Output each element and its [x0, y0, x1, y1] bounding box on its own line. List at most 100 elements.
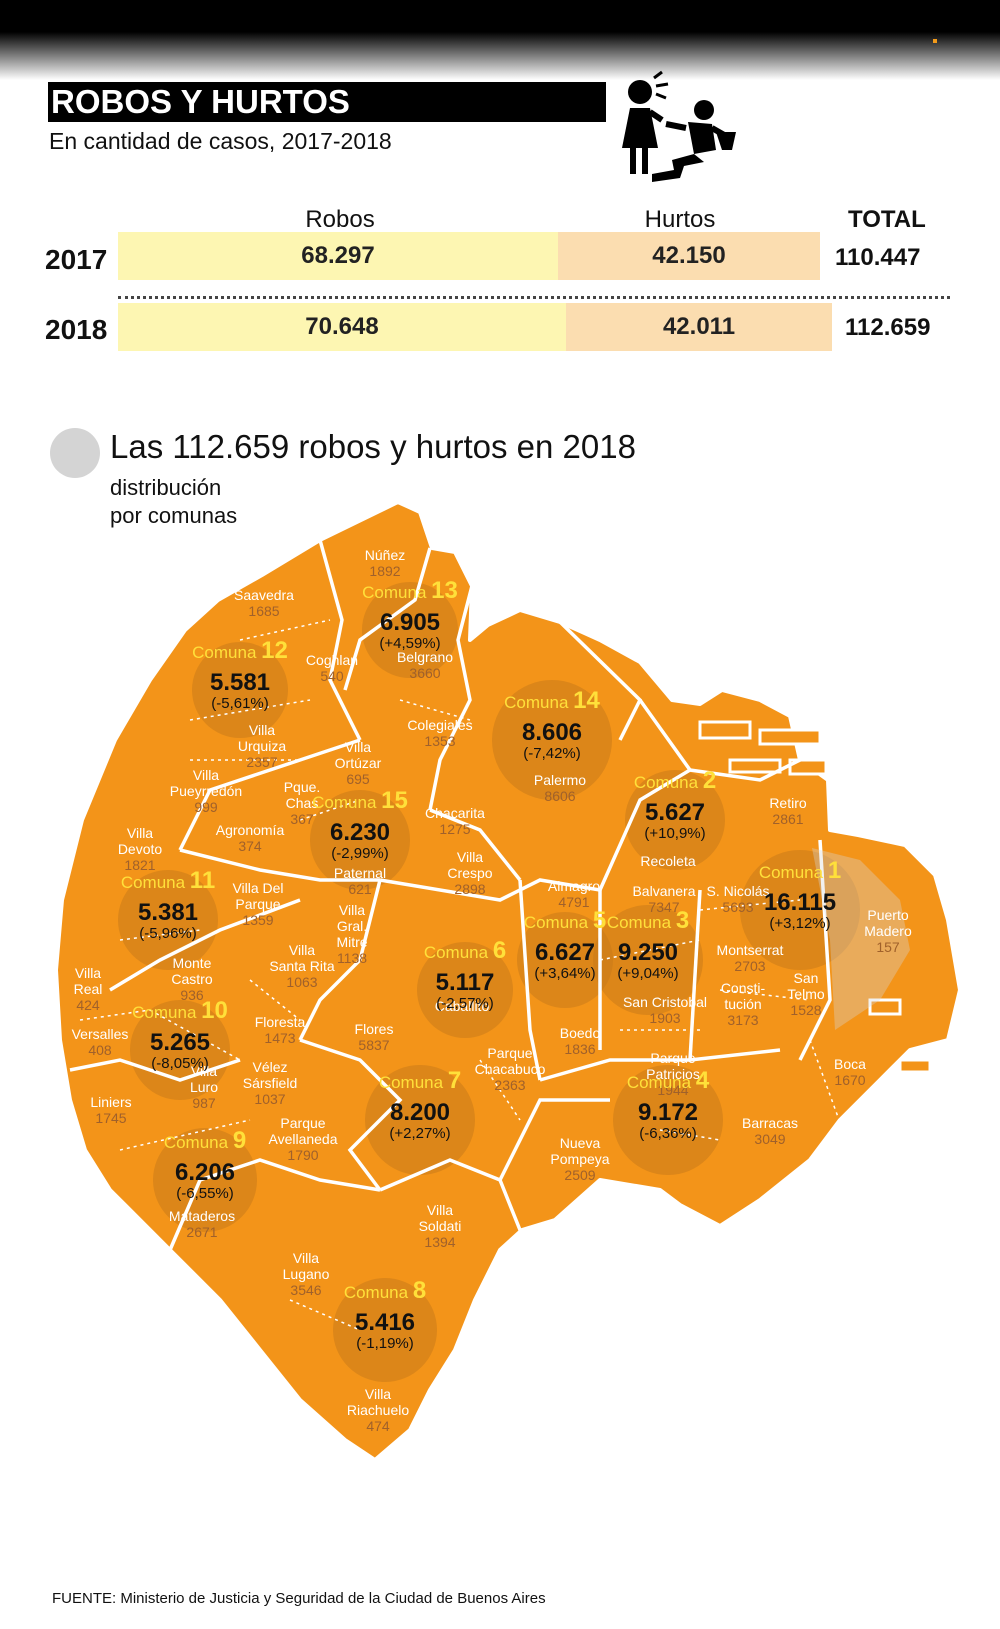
total-2018: 112.659	[845, 314, 931, 341]
comuna-number: 10	[201, 997, 228, 1024]
robos-2017-bar: 68.297	[118, 232, 558, 280]
comuna-bubble	[362, 582, 458, 678]
barrio-name: Parque Patricios	[646, 1050, 700, 1082]
port-dock	[868, 998, 902, 1016]
comuna-total: 5.117	[436, 969, 495, 996]
barrio-value: 474	[366, 1418, 390, 1434]
barrio-name: Villa Devoto	[118, 825, 163, 857]
barrio-name: Flores	[355, 1021, 394, 1037]
barrio-value: 1944	[657, 1082, 688, 1098]
comuna-number: 11	[190, 867, 215, 894]
barrio-value: 5693	[722, 899, 753, 915]
comuna-number: 14	[573, 687, 600, 714]
barrio-value: 1745	[95, 1110, 126, 1126]
barrio-name: Barracas	[742, 1115, 798, 1131]
barrio-name: Villa Riachuelo	[347, 1386, 409, 1418]
comuna-boundary	[109, 898, 301, 992]
barrio-name: Monte Castro	[171, 955, 212, 987]
year-2018-label: 2018	[45, 314, 108, 345]
hurtos-2017-bar: 42.150	[558, 232, 820, 280]
barrio-name: Balvanera	[632, 883, 695, 899]
comuna-change: (-2,99%)	[331, 845, 389, 862]
source-note: FUENTE: Ministerio de Justicia y Segurid…	[52, 1590, 546, 1607]
barrio-name: S. Nicolás	[706, 883, 769, 899]
section-bullet	[50, 428, 100, 478]
barrio-value: 2703	[734, 958, 765, 974]
comuna-number: 9	[233, 1127, 246, 1154]
comuna-boundary	[598, 698, 693, 891]
barrio-value: 1670	[834, 1072, 865, 1088]
barrio-name: Versalles	[72, 1026, 129, 1042]
year-2017-label: 2017	[45, 244, 108, 275]
comuna-number: 2	[703, 767, 716, 794]
comuna-boundary	[688, 889, 702, 1061]
total-2017: 110.447	[835, 244, 921, 271]
comuna-number: 8	[413, 1277, 426, 1304]
barrio-name: Boedo	[560, 1025, 601, 1041]
barrio-boundary	[79, 1009, 151, 1021]
comuna-number: 4	[696, 1067, 710, 1094]
barrio-value: 2861	[772, 811, 803, 827]
barrio-value: 1359	[242, 912, 273, 928]
comuna-total: 8.606	[522, 719, 582, 746]
barrio-name: Puerto Madero	[864, 907, 912, 939]
comuna-number: 12	[261, 637, 288, 664]
barrio-boundary	[699, 899, 801, 911]
barrio-value: 1892	[369, 563, 400, 579]
comuna-boundary	[298, 879, 382, 1041]
barrio-name: Almagro	[548, 878, 600, 894]
comuna-total: 5.581	[210, 669, 270, 696]
barrio-name: Villa Real	[74, 965, 103, 997]
comuna-total: 5.265	[150, 1029, 210, 1056]
barrio-value: 4791	[558, 894, 589, 910]
barrio-boundary	[119, 1119, 251, 1151]
barrio-name: Nueva Pompeya	[550, 1135, 609, 1167]
comuna-number: 5	[593, 907, 606, 934]
barrio-name: Paternal	[334, 865, 386, 881]
barrio-name: Parque Avellaneda	[268, 1115, 337, 1147]
accent-dot	[933, 39, 937, 43]
comuna-bubble	[740, 850, 860, 970]
barrio-name: Montserrat	[717, 942, 784, 958]
barrio-name: Villa Ortúzar	[335, 739, 382, 771]
barrio-value: 3173	[727, 1012, 758, 1028]
barrio-name: Villa Crespo	[447, 849, 492, 881]
comuna-boundary	[69, 1058, 241, 1082]
port-dock	[758, 728, 822, 746]
comuna-change: (-1,19%)	[356, 1335, 414, 1352]
barrio-boundary	[149, 1009, 241, 1061]
robbery-icon	[622, 70, 736, 182]
barrio-value: 424	[76, 997, 100, 1013]
barrio-name: Villa Luro	[190, 1063, 218, 1095]
comuna-change: (-5,61%)	[211, 695, 269, 712]
barrio-name: Floresta	[255, 1014, 306, 1030]
barrio-value: 374	[238, 838, 262, 854]
barrio-value: 3660	[409, 665, 440, 681]
barrio-boundary	[719, 989, 811, 1001]
barrio-value: 1528	[790, 1002, 821, 1018]
puerto-madero-overlay	[812, 848, 910, 1030]
comuna-change: (+2,27%)	[389, 1125, 450, 1142]
barrio-name: Chacarita	[425, 805, 485, 821]
barrio-value: 1903	[649, 1010, 680, 1026]
barrio-name: San Cristobal	[623, 994, 707, 1010]
comuna-bubble	[593, 905, 703, 1015]
comuna-total: 6.627	[535, 939, 595, 966]
comuna-total: 5.416	[355, 1309, 415, 1336]
barrio-value: 408	[88, 1042, 112, 1058]
robos-2018-bar: 70.648	[118, 303, 566, 351]
map-subtitle: distribución por comunas	[110, 475, 238, 528]
column-header-total: TOTAL	[848, 206, 926, 233]
barrio-value: 7347	[648, 899, 679, 915]
barrio-value: 1473	[264, 1030, 295, 1046]
comuna-total: 6.230	[330, 819, 390, 846]
comuna-bubble	[130, 1000, 230, 1100]
page-title: ROBOS Y HURTOS	[48, 82, 606, 122]
comuna-boundary	[178, 738, 361, 851]
comuna-number: 7	[448, 1067, 461, 1094]
comuna-total: 16.115	[764, 889, 836, 916]
barrio-boundary	[289, 1299, 361, 1331]
comuna-change: (-5,96%)	[139, 925, 197, 942]
barrio-boundary	[659, 1129, 721, 1141]
